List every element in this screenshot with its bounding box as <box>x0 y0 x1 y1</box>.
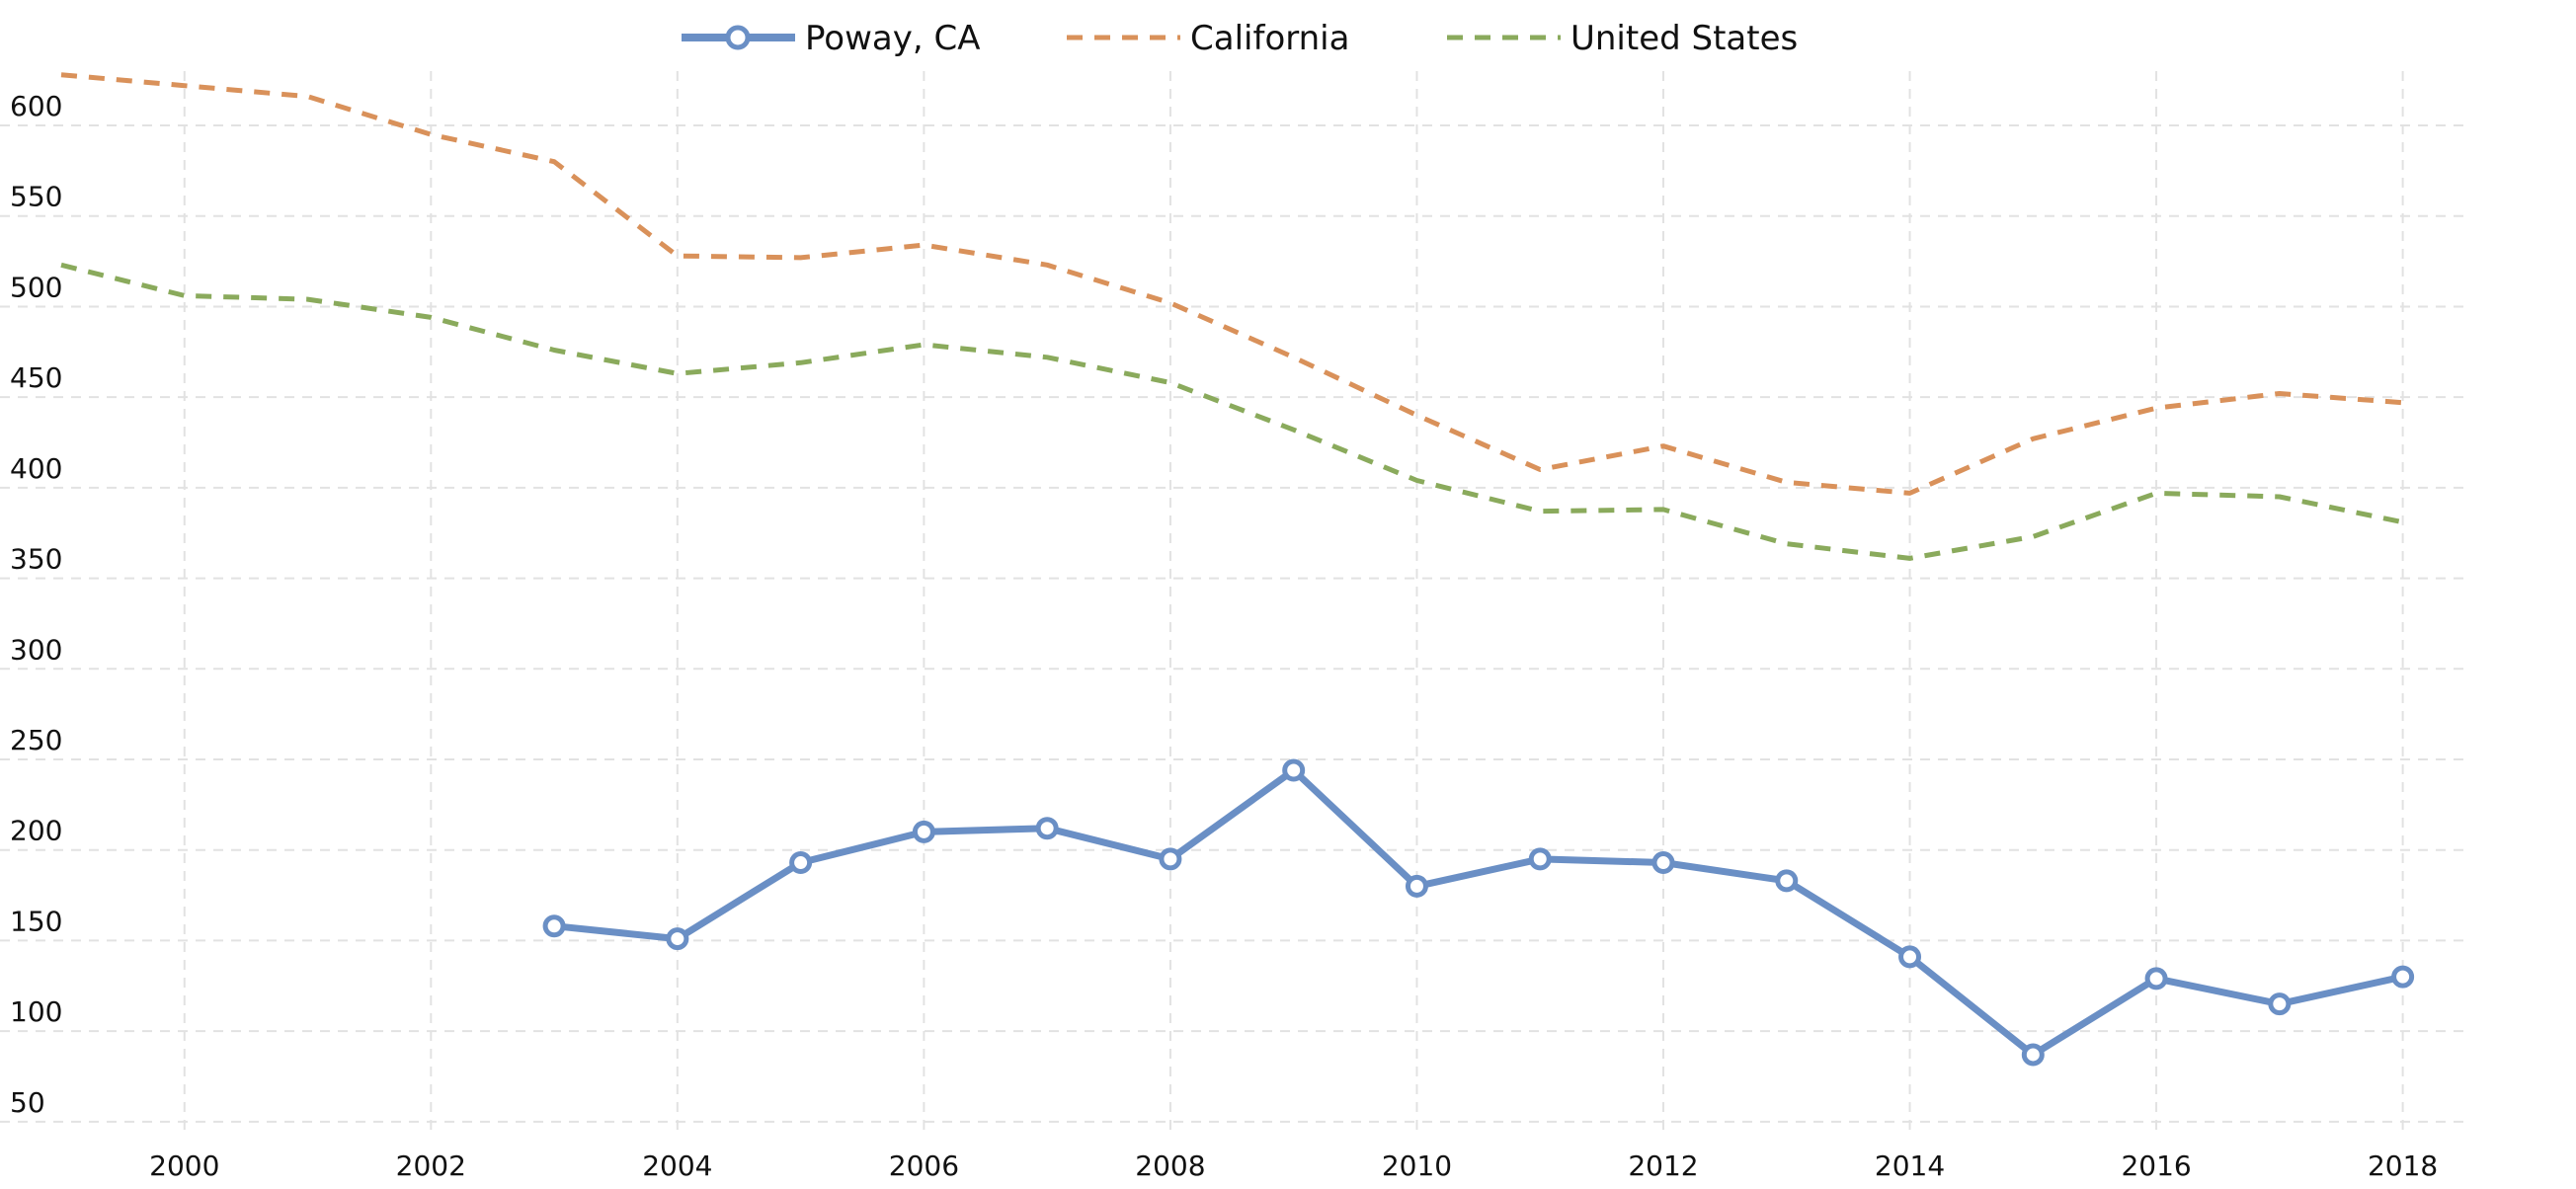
y-tick-label: 400 <box>10 452 62 485</box>
legend-label: California <box>1190 19 1349 58</box>
data-point-marker[interactable] <box>1159 847 1182 871</box>
y-tick-label: 600 <box>10 90 62 122</box>
axis-labels: 50 100 150 200 250 300 350 400 450 500 550 600 2000 2… <box>10 90 2438 1182</box>
y-tick-label: 150 <box>10 905 62 937</box>
legend: Poway, CA California United States <box>682 19 1798 58</box>
y-tick-label: 450 <box>10 361 62 394</box>
data-point-marker[interactable] <box>2391 965 2415 989</box>
data-point-marker[interactable] <box>542 914 566 938</box>
y-tick-label: 250 <box>10 724 62 756</box>
y-tick-label: 350 <box>10 543 62 576</box>
data-point-marker[interactable] <box>2144 967 2168 991</box>
data-point-marker[interactable] <box>1528 847 1552 871</box>
series-united-states <box>60 262 2404 561</box>
x-tick-label: 2006 <box>889 1149 959 1182</box>
x-tick-label: 2002 <box>396 1149 466 1182</box>
grid-layer <box>0 71 2464 1131</box>
y-tick-label: 50 <box>10 1086 45 1119</box>
series-california <box>60 72 2403 496</box>
x-tick-label: 2016 <box>2121 1149 2191 1182</box>
y-tick-label: 200 <box>10 815 62 847</box>
y-tick-label: 100 <box>10 995 62 1028</box>
x-tick-label: 2010 <box>1382 1149 1452 1182</box>
legend-label: Poway, CA <box>805 19 980 58</box>
series-poway-ca <box>542 758 2415 1067</box>
series-line <box>550 766 2407 1059</box>
legend-label: United States <box>1570 19 1798 58</box>
data-point-marker[interactable] <box>1898 945 1922 969</box>
series-layer <box>60 72 2415 1067</box>
data-point-marker[interactable] <box>666 927 689 951</box>
x-tick-label: 2008 <box>1135 1149 1205 1182</box>
y-tick-label: 500 <box>10 271 62 303</box>
legend-item[interactable]: Poway, CA <box>682 19 980 58</box>
data-point-marker[interactable] <box>2021 1043 2045 1067</box>
data-point-marker[interactable] <box>1035 817 1059 840</box>
data-point-marker[interactable] <box>912 820 935 843</box>
data-point-marker[interactable] <box>1405 874 1428 898</box>
legend-marker <box>725 25 751 50</box>
data-point-marker[interactable] <box>2268 992 2292 1016</box>
legend-item[interactable]: United States <box>1447 19 1798 58</box>
data-point-marker[interactable] <box>1282 758 1306 782</box>
x-tick-label: 2018 <box>2368 1149 2438 1182</box>
y-tick-label: 550 <box>10 181 62 213</box>
x-tick-label: 2012 <box>1628 1149 1698 1182</box>
data-point-marker[interactable] <box>789 851 813 875</box>
x-tick-label: 2000 <box>149 1149 219 1182</box>
series-line <box>60 72 2403 496</box>
data-point-marker[interactable] <box>1651 851 1675 875</box>
series-line <box>60 262 2404 561</box>
y-tick-label: 300 <box>10 633 62 666</box>
legend-item[interactable]: California <box>1067 19 1349 58</box>
x-tick-label: 2004 <box>642 1149 712 1182</box>
data-point-marker[interactable] <box>1775 869 1799 893</box>
x-tick-label: 2014 <box>1875 1149 1945 1182</box>
